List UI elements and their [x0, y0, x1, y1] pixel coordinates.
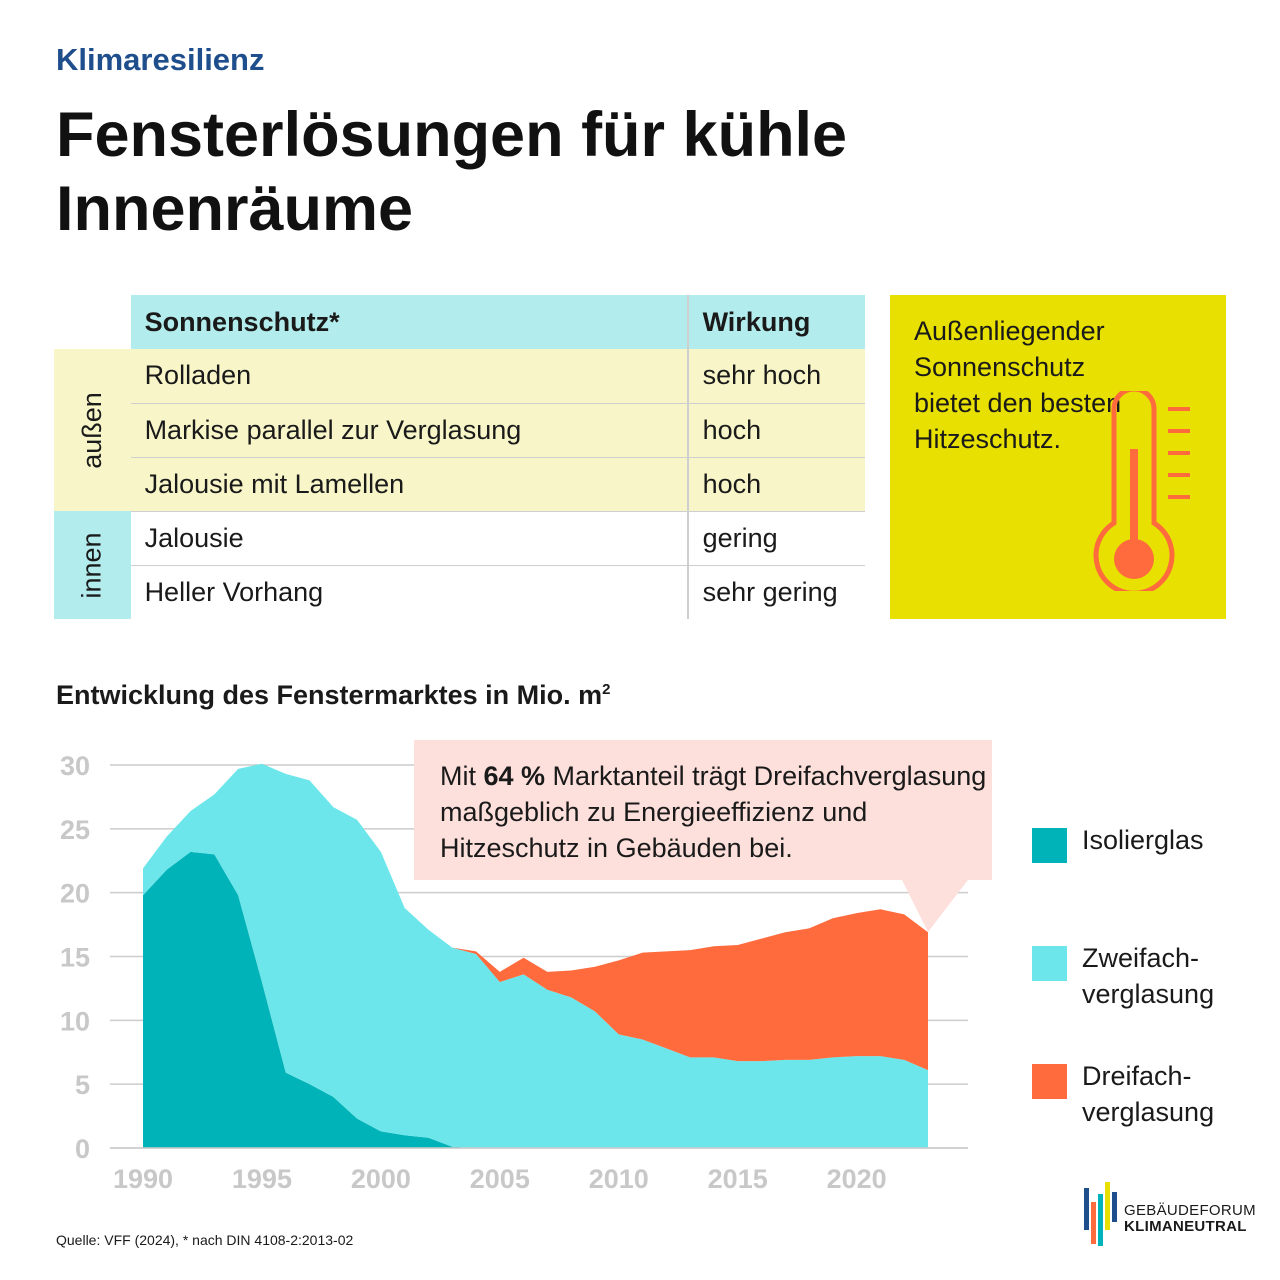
- thermometer-icon: [1093, 391, 1190, 591]
- y-tick-label: 25: [60, 815, 90, 845]
- logo-line-1: GEBÄUDEFORUM: [1124, 1202, 1256, 1219]
- x-tick-label: 2015: [708, 1164, 768, 1194]
- market-share-callout: Mit 64 % Marktanteil trägt Dreifachver­g…: [414, 740, 992, 880]
- chart-title-text: Entwicklung des Fenstermarktes in Mio. m: [56, 680, 603, 710]
- bubble-bold: 64 %: [483, 761, 546, 791]
- y-tick-label: 20: [60, 879, 90, 909]
- x-tick-label: 2005: [470, 1164, 530, 1194]
- x-tick-label: 2010: [589, 1164, 649, 1194]
- y-tick-label: 5: [75, 1070, 90, 1100]
- table-row: außen Rolladen sehr hoch: [54, 349, 865, 511]
- kicker: Klimaresilienz: [56, 42, 265, 77]
- page-title: Fensterlösungen für kühle Innenräume: [56, 100, 848, 244]
- x-tick-label: 2020: [827, 1164, 887, 1194]
- y-tick-label: 10: [60, 1006, 90, 1036]
- area-isolierglas: [143, 851, 928, 1148]
- row-effect: hoch: [687, 456, 865, 511]
- area-dreifach: [143, 763, 928, 1071]
- col-header-sonnenschutz: Sonnenschutz*: [130, 295, 689, 349]
- row-effect: sehr hoch: [687, 349, 865, 403]
- bubble-post: Marktanteil trägt Dreifachver­glasung ma…: [440, 761, 987, 863]
- logo-bars-icon: [1084, 1182, 1117, 1246]
- legend-label: Zweifach-verglasung: [1082, 943, 1215, 1009]
- group-outside-label: außen: [76, 391, 107, 469]
- table-row: Jalousie mit Lamellen hoch: [54, 456, 865, 511]
- area-zweifach: [143, 763, 928, 1148]
- legend-label: Dreifach-verglasung: [1082, 1061, 1215, 1127]
- heat-protection-callout: Außenliegender Sonnenschutz bietet den b…: [890, 295, 1226, 619]
- row-effect: sehr gering: [687, 564, 865, 619]
- group-outside: außen: [54, 349, 131, 511]
- sun-protection-table: Sonnenschutz* Wirkung außen Rolladen seh…: [54, 295, 865, 619]
- row-name: Heller Vorhang: [130, 564, 689, 619]
- row-name: Jalousie: [130, 510, 689, 565]
- y-tick-label: 0: [75, 1134, 90, 1164]
- group-inside: innen: [54, 511, 131, 619]
- table-row: Markise parallel zur Verglasung hoch: [54, 402, 865, 457]
- row-effect: hoch: [687, 402, 865, 457]
- source-note: Quelle: VFF (2024), * nach DIN 4108-2:20…: [56, 1232, 354, 1248]
- legend-swatch-zweifach: [1032, 946, 1067, 981]
- y-tick-label: 30: [60, 751, 90, 781]
- legend-swatch-dreifach: [1032, 1064, 1067, 1099]
- callout-pointer: [902, 880, 968, 932]
- col-header-wirkung: Wirkung: [687, 295, 865, 349]
- logo-line-2: KLIMANEUTRAL: [1124, 1218, 1247, 1235]
- x-tick-label: 1995: [232, 1164, 292, 1194]
- row-name: Jalousie mit Lamellen: [130, 456, 689, 511]
- chart-title-sup: 2: [602, 681, 611, 698]
- table-row: innen Jalousie gering: [54, 510, 865, 619]
- table-row: Heller Vorhang sehr gering: [54, 564, 865, 619]
- y-tick-label: 15: [60, 943, 90, 973]
- x-tick-label: 2000: [351, 1164, 411, 1194]
- x-tick-label: 1990: [113, 1164, 173, 1194]
- table-corner: [54, 295, 131, 349]
- group-inside-label: innen: [76, 531, 107, 599]
- legend-label: Isolierglas: [1082, 825, 1204, 855]
- row-effect: gering: [687, 510, 865, 565]
- legend-swatch-isolierglas: [1032, 828, 1067, 863]
- chart-title: Entwicklung des Fenstermarktes in Mio. m…: [56, 680, 610, 711]
- row-name: Rolladen: [130, 349, 689, 403]
- callout-text: Außenliegender Sonnenschutz bietet den b…: [914, 316, 1122, 454]
- row-name: Markise parallel zur Verglasung: [130, 402, 689, 457]
- bubble-pre: Mit: [440, 761, 484, 791]
- logo: GEBÄUDEFORUM KLIMANEUTRAL: [1082, 1180, 1256, 1251]
